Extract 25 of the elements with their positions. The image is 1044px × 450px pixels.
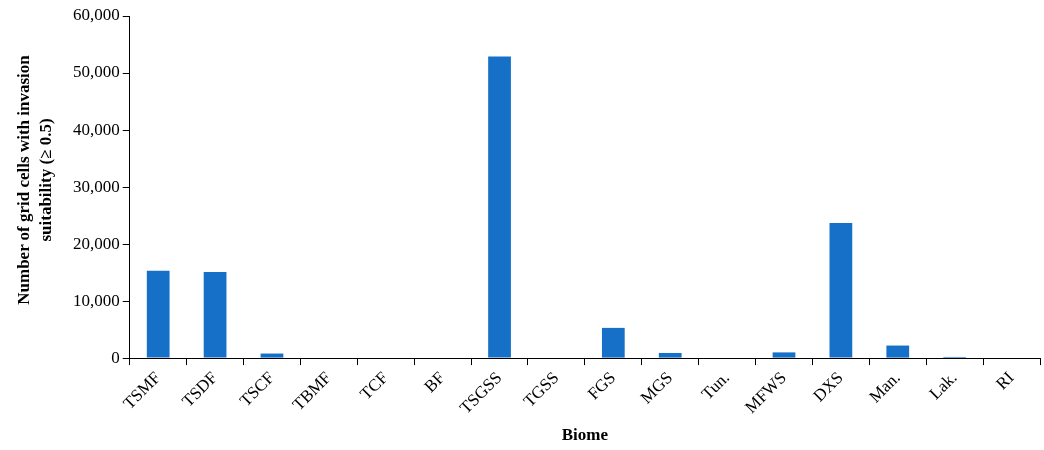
y-axis-title: Number of grid cells with invasion suitability (≥ 0.5) [13,54,56,307]
x-axis-title: Biome [561,425,609,445]
bar [203,272,227,358]
bar [146,270,170,358]
y-tick-label: 0 [111,347,120,367]
x-tick-label: Lak. [925,367,961,403]
y-tick-label: 60,000 [73,5,120,25]
bar [658,352,682,358]
x-tick-label: Man. [865,367,904,407]
bar [829,222,853,358]
y-tick-label: 50,000 [73,62,120,82]
bar [601,327,625,358]
bar [260,353,284,358]
x-tick-label: FGS [583,367,620,404]
x-tick-label: BF [420,367,449,396]
x-tick-label: Tun. [697,367,734,404]
bar [772,352,796,358]
x-tick-label: RI [992,367,1018,394]
y-tick-label: 20,000 [73,233,120,253]
bar [886,345,910,358]
y-tick-label: 10,000 [73,290,120,310]
bar [488,56,511,358]
y-tick-label: 30,000 [73,176,120,196]
x-tick-label: TCF [356,367,392,404]
y-tick-label: 40,000 [73,119,120,139]
